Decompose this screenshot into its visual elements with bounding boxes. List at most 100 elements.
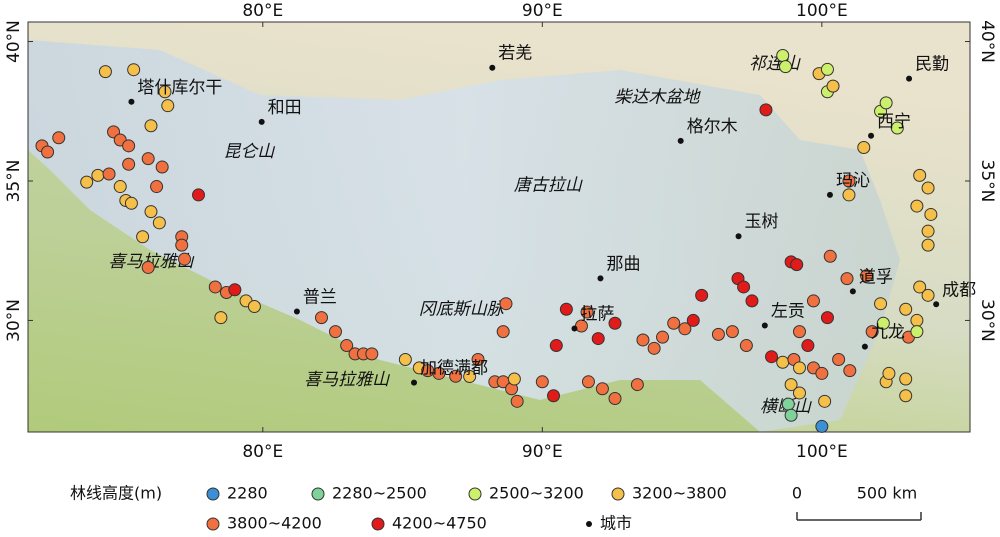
treeline-site [815,419,829,433]
city-label: 格尔木 [687,117,738,137]
treeline-site [921,224,935,238]
treeline-site [124,196,138,210]
treeline-site [790,258,804,272]
x-tick-label: 80°E [242,442,283,462]
legend-label: 城市 [600,514,632,533]
legend-swatch [311,487,325,501]
city-dot [906,75,913,82]
treeline-site [921,288,935,302]
treeline-site [630,378,644,392]
treeline-site [122,157,136,171]
lowland [28,150,760,432]
y-tick-label: 40°N [977,20,997,63]
treeline-site [779,60,793,74]
scale-label: 0 [792,484,802,503]
treeline-site [842,174,856,188]
city-label: 道孚 [859,267,893,287]
treeline-site [150,180,164,194]
treeline-site [636,333,650,347]
legend-label: 2280~2500 [332,484,427,503]
treeline-site [549,339,563,353]
treeline-site [921,238,935,252]
legend-swatch [611,487,625,501]
treeline-site [158,85,172,99]
treeline-site [41,145,55,159]
treeline-site [647,341,661,355]
treeline-site [711,327,725,341]
region-label: 柴达木盆地 [614,88,701,108]
treeline-site [656,330,670,344]
city-label: 玛沁 [836,171,870,191]
treeline-site [595,382,609,396]
treeline-site [882,366,896,380]
treeline-site [507,372,521,386]
treeline-site [860,269,874,283]
city-dot [128,98,135,105]
treeline-site [559,302,573,316]
scale-label: 500 km [857,484,917,503]
treeline-site [141,152,155,166]
treeline-site [328,325,342,339]
city-dot [761,322,768,329]
x-tick-label: 80°E [242,1,283,21]
treeline-site [792,361,806,375]
treeline-site [745,294,759,308]
y-tick-label: 35°N [977,160,997,203]
treeline-site [890,121,904,135]
treeline-site [913,168,927,182]
treeline-site [843,364,857,378]
city-dot [258,118,265,125]
treeline-site [823,249,837,263]
city-dot [489,64,496,71]
legend-swatch [206,517,220,531]
treeline-site [113,180,127,194]
legend-label: 4200~4750 [392,514,487,533]
treeline-site [784,408,798,422]
treeline-site [667,316,681,330]
city-label: 左贡 [771,301,805,321]
treeline-site [608,316,622,330]
treeline-site [924,207,938,221]
city-label: 那曲 [606,254,640,274]
treeline-site [208,280,222,294]
treeline-site [398,352,412,366]
region-label: 祁连山 [749,54,801,74]
city-dot [293,308,300,315]
legend-title: 林线高度(m) [70,484,162,503]
treeline-site [496,325,510,339]
x-tick-label: 100°E [796,1,848,21]
treeline-site [879,96,893,110]
treeline-site [122,139,136,153]
treeline-site [547,389,561,403]
treeline-site [910,199,924,213]
city-dot [597,275,604,282]
city-label: 九龙 [871,323,905,343]
city-dot [826,191,833,198]
treeline-site [792,386,806,400]
treeline-site [737,280,751,294]
city-label: 成都 [942,280,976,300]
treeline-site [141,260,155,274]
treeline-site [820,311,834,325]
legend-swatch [206,487,220,501]
legend-swatch [468,487,482,501]
region-label: 唐古拉山 [514,176,583,196]
y-tick-label: 40°N [4,20,24,63]
treeline-site [840,272,854,286]
city-label: 民勤 [915,55,949,75]
treeline-site [178,252,192,266]
treeline-site [214,311,228,325]
treeline-site [899,302,913,316]
city-label: 加德满都 [420,359,488,379]
treeline-site [52,131,66,145]
treeline-site [580,305,594,319]
treeline-site [910,313,924,327]
treeline-site [581,375,595,389]
treeline-site [818,394,832,408]
treeline-site [144,205,158,219]
treeline-site [192,188,206,202]
city-label: 塔什库尔干 [137,78,222,98]
legend-label: 2280 [227,484,268,503]
city-dot [571,325,578,332]
treeline-site [781,397,795,411]
